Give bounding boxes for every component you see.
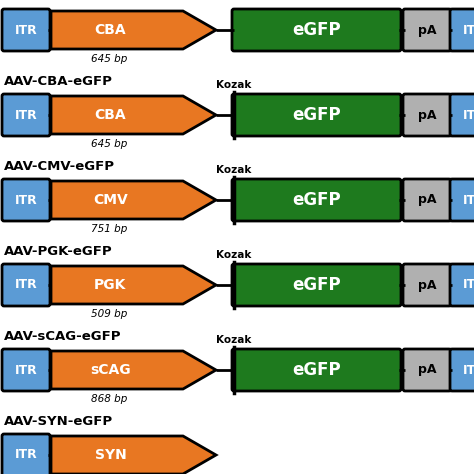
FancyBboxPatch shape: [232, 9, 401, 51]
Text: eGFP: eGFP: [292, 361, 341, 379]
Text: pA: pA: [418, 24, 436, 36]
FancyBboxPatch shape: [2, 94, 50, 136]
Text: eGFP: eGFP: [292, 106, 341, 124]
FancyBboxPatch shape: [2, 264, 50, 306]
Text: CMV: CMV: [93, 193, 128, 207]
Text: AAV-sCAG-eGFP: AAV-sCAG-eGFP: [4, 330, 121, 343]
FancyBboxPatch shape: [232, 94, 401, 136]
Text: 509 bp: 509 bp: [91, 309, 127, 319]
Text: ITR: ITR: [463, 193, 474, 207]
Polygon shape: [51, 351, 216, 389]
Text: ITR: ITR: [15, 448, 37, 462]
Polygon shape: [51, 11, 216, 49]
Text: ITR: ITR: [15, 279, 37, 292]
FancyBboxPatch shape: [2, 179, 50, 221]
Text: AAV-CMV-eGFP: AAV-CMV-eGFP: [4, 160, 115, 173]
Text: pA: pA: [418, 109, 436, 121]
FancyBboxPatch shape: [232, 349, 401, 391]
Text: AAV-SYN-eGFP: AAV-SYN-eGFP: [4, 415, 113, 428]
Polygon shape: [51, 181, 216, 219]
Text: pA: pA: [418, 364, 436, 376]
Text: ITR: ITR: [463, 364, 474, 376]
Polygon shape: [51, 266, 216, 304]
Text: CBA: CBA: [95, 108, 126, 122]
FancyBboxPatch shape: [2, 434, 50, 474]
Text: ITR: ITR: [15, 24, 37, 36]
Text: 868 bp: 868 bp: [91, 394, 127, 404]
FancyBboxPatch shape: [403, 349, 451, 391]
FancyBboxPatch shape: [450, 9, 474, 51]
FancyBboxPatch shape: [450, 94, 474, 136]
FancyBboxPatch shape: [450, 349, 474, 391]
Text: Kozak: Kozak: [216, 165, 252, 175]
Text: ITR: ITR: [15, 364, 37, 376]
Text: ITR: ITR: [463, 279, 474, 292]
Polygon shape: [51, 436, 216, 474]
FancyBboxPatch shape: [403, 179, 451, 221]
Text: eGFP: eGFP: [292, 21, 341, 39]
FancyBboxPatch shape: [2, 349, 50, 391]
Text: eGFP: eGFP: [292, 276, 341, 294]
FancyBboxPatch shape: [403, 9, 451, 51]
Text: pA: pA: [418, 193, 436, 207]
Text: 751 bp: 751 bp: [91, 224, 127, 234]
Text: ITR: ITR: [463, 109, 474, 121]
Text: Kozak: Kozak: [216, 250, 252, 260]
Text: sCAG: sCAG: [90, 363, 131, 377]
Text: SYN: SYN: [94, 448, 126, 462]
FancyBboxPatch shape: [450, 179, 474, 221]
FancyBboxPatch shape: [232, 264, 401, 306]
Text: pA: pA: [418, 279, 436, 292]
Text: AAV-PGK-eGFP: AAV-PGK-eGFP: [4, 245, 113, 258]
Text: ITR: ITR: [15, 193, 37, 207]
Text: ITR: ITR: [15, 109, 37, 121]
FancyBboxPatch shape: [450, 264, 474, 306]
Text: 645 bp: 645 bp: [91, 54, 127, 64]
FancyBboxPatch shape: [2, 9, 50, 51]
Text: CBA: CBA: [95, 23, 126, 37]
Text: eGFP: eGFP: [292, 191, 341, 209]
Text: 645 bp: 645 bp: [91, 139, 127, 149]
Text: ITR: ITR: [463, 24, 474, 36]
Text: Kozak: Kozak: [216, 80, 252, 90]
FancyBboxPatch shape: [232, 179, 401, 221]
FancyBboxPatch shape: [403, 94, 451, 136]
Polygon shape: [51, 96, 216, 134]
FancyBboxPatch shape: [403, 264, 451, 306]
Text: AAV-CBA-eGFP: AAV-CBA-eGFP: [4, 75, 113, 88]
Text: PGK: PGK: [94, 278, 127, 292]
Text: Kozak: Kozak: [216, 335, 252, 345]
